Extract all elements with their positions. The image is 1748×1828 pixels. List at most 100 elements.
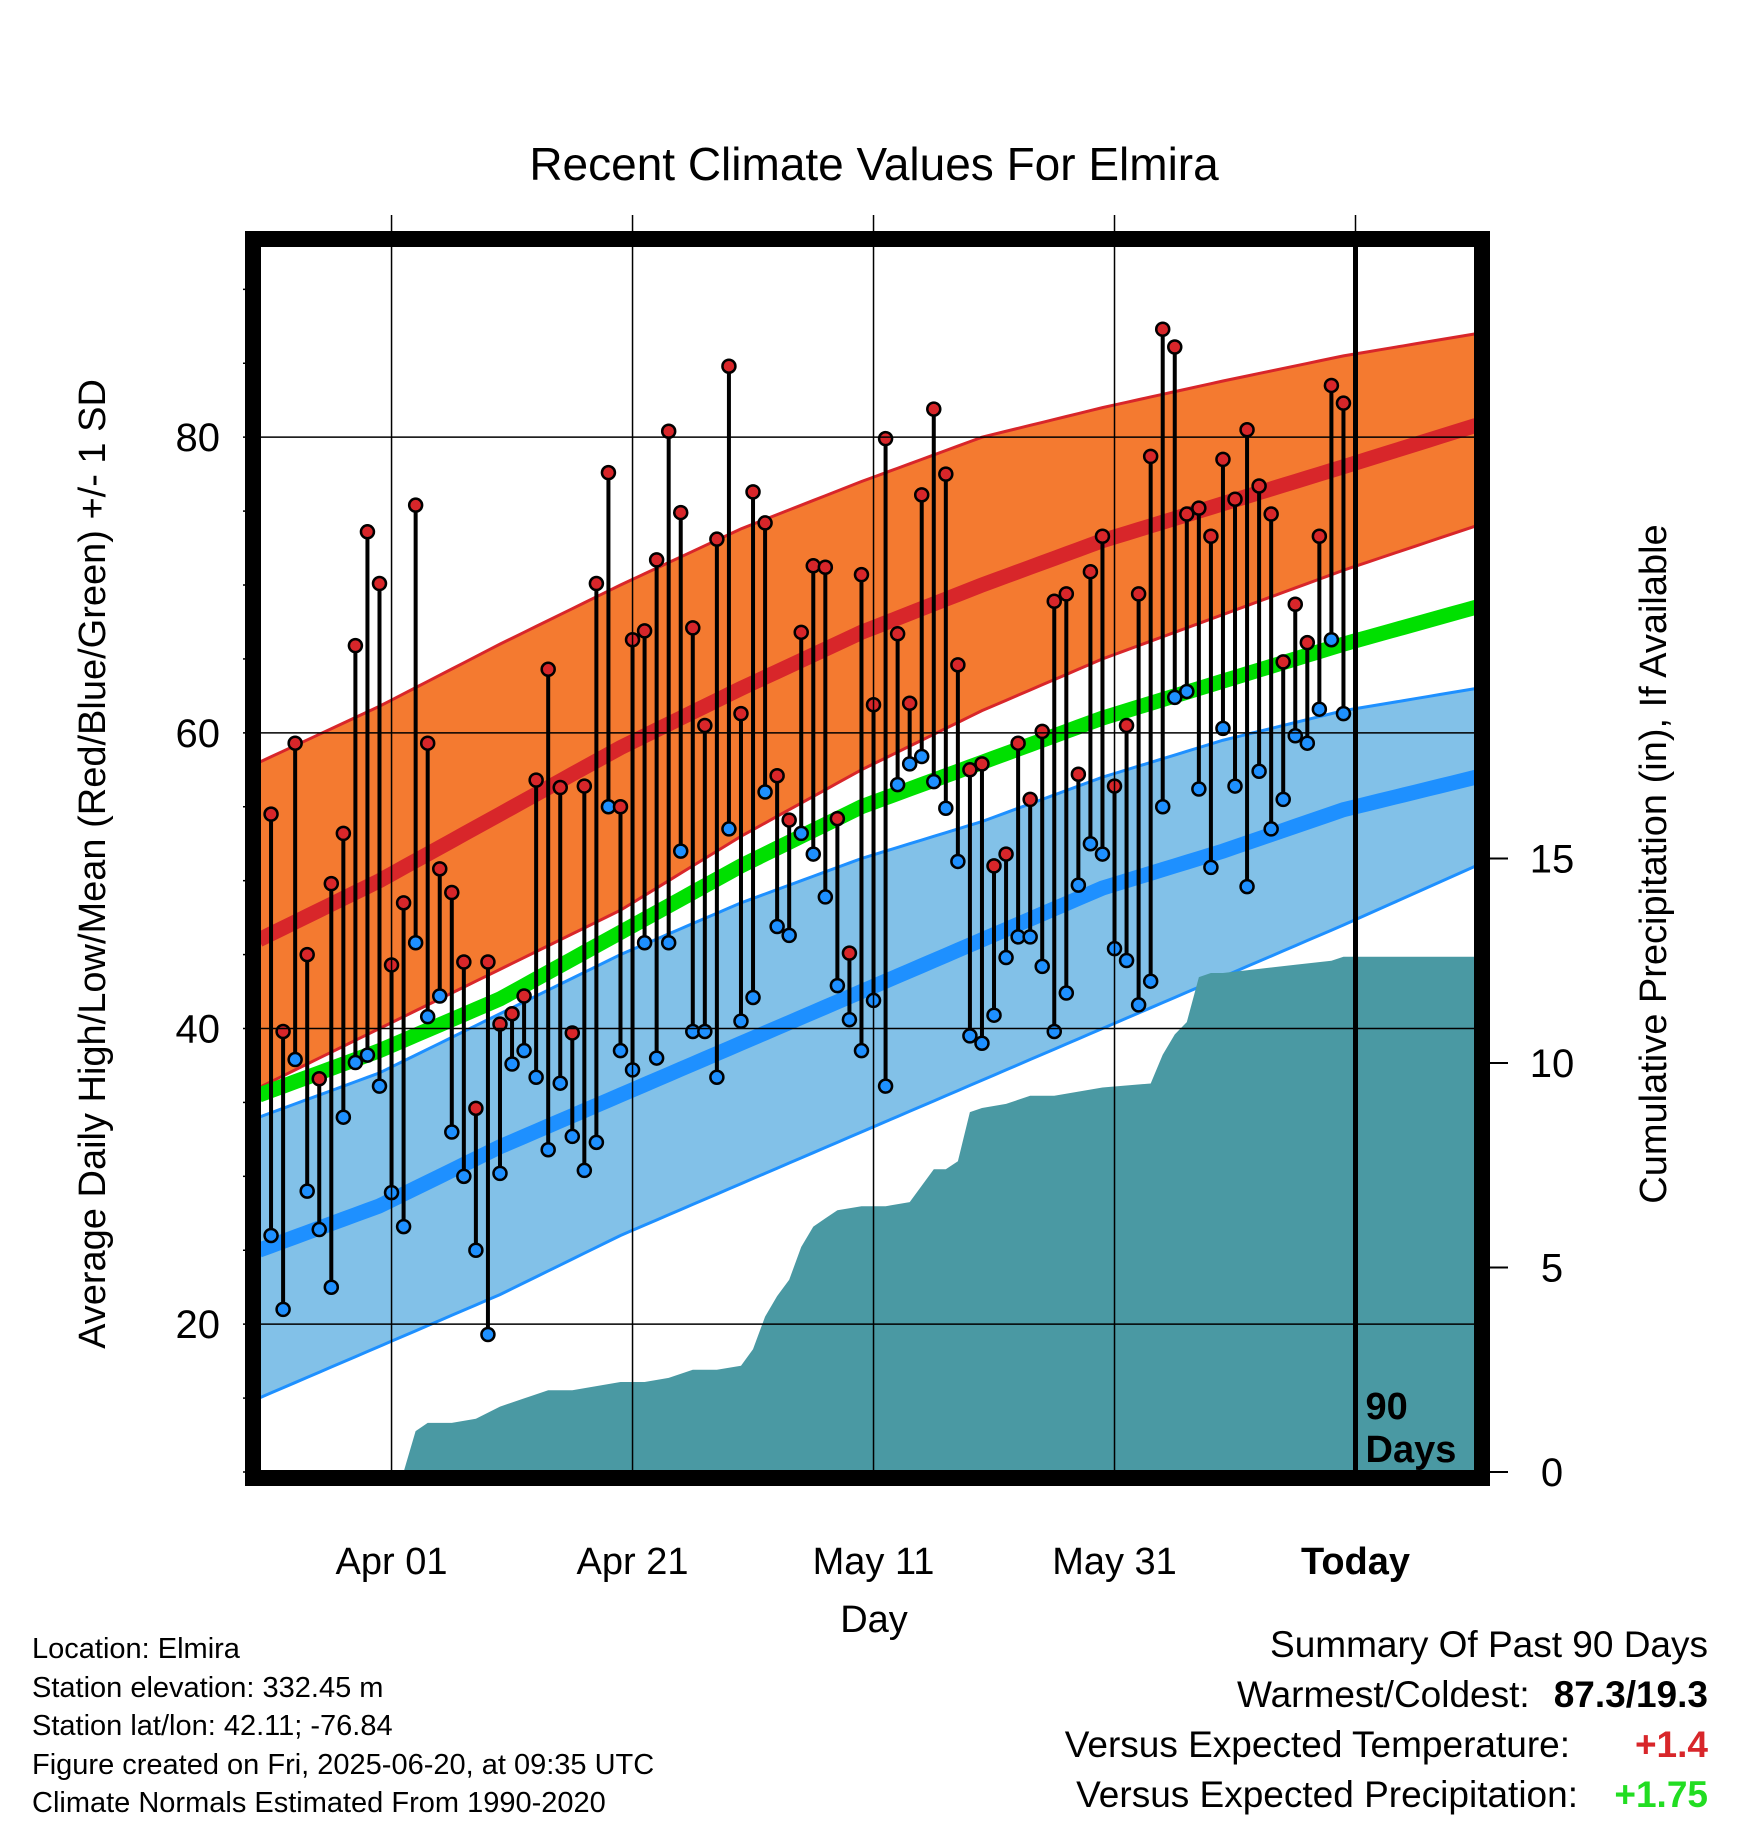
daily-high-point <box>311 1071 327 1087</box>
right-tick-label: 5 <box>1541 1247 1563 1291</box>
daily-high-point <box>950 657 966 673</box>
daily-low-point <box>962 1028 978 1044</box>
daily-low-point <box>311 1221 327 1238</box>
daily-low-point <box>347 1054 364 1071</box>
daily-low-point <box>1311 701 1328 717</box>
daily-low-point <box>431 988 448 1004</box>
daily-low-point <box>877 1078 894 1094</box>
temperature-departure-row: Versus Expected Temperature: +1.4 <box>1065 1720 1708 1770</box>
daily-high-point <box>588 575 605 592</box>
daily-low-point <box>444 1124 460 1140</box>
daily-low-point <box>648 1050 665 1066</box>
daily-high-point <box>745 484 761 500</box>
high-sd-band-lower-edge <box>259 524 1476 1089</box>
daily-low-point <box>492 1165 508 1182</box>
daily-low-point <box>938 800 954 816</box>
daily-low-point <box>697 1023 713 1040</box>
daily-high-point <box>913 487 930 503</box>
daily-high-point <box>962 762 978 778</box>
daily-low-point <box>721 821 737 837</box>
daily-low-point <box>1335 705 1352 722</box>
daily-low-point <box>299 1183 315 1199</box>
daily-low-point <box>419 1008 436 1025</box>
daily-low-point <box>793 825 809 842</box>
daily-low-point <box>781 927 797 944</box>
temperature-departure-label: Versus Expected Temperature: <box>1064 1724 1570 1765</box>
chart-title: Recent Climate Values For Elmira <box>529 138 1219 190</box>
right-tick-label: 10 <box>1530 1042 1575 1086</box>
warmest-coldest-label: Warmest/Coldest: <box>1237 1674 1530 1715</box>
daily-high-point <box>468 1100 484 1117</box>
normals-text: Climate Normals Estimated From 1990-2020 <box>32 1787 606 1819</box>
daily-high-point <box>444 884 460 901</box>
daily-high-point <box>407 497 424 513</box>
daily-high-point <box>877 430 894 447</box>
daily-low-point <box>660 935 677 951</box>
daily-high-point <box>781 812 797 828</box>
left-axis-label: Average Daily High/Low/Mean (Red/Blue/Gr… <box>72 379 114 1349</box>
daily-high-point <box>769 767 785 784</box>
y-tick-label: 20 <box>176 1303 221 1347</box>
daily-high-point <box>299 946 315 963</box>
daily-low-point <box>564 1128 581 1145</box>
plot-area <box>259 321 1476 1472</box>
daily-high-point <box>1094 528 1111 544</box>
daily-high-point <box>938 466 954 482</box>
daily-low-point <box>371 1078 388 1094</box>
daily-low-point <box>480 1326 496 1343</box>
daily-low-point <box>1154 799 1171 815</box>
x-tick-label: Today <box>1301 1541 1410 1583</box>
daily-low-point <box>528 1069 544 1086</box>
elevation-text: Station elevation: 332.45 m <box>32 1671 384 1704</box>
daily-low-point <box>853 1042 870 1059</box>
daily-high-point <box>709 531 725 547</box>
daily-low-point <box>1046 1023 1063 1040</box>
daily-low-point <box>709 1069 725 1086</box>
daily-high-point <box>636 623 653 639</box>
daily-low-point <box>504 1056 520 1072</box>
daily-high-point <box>853 566 870 583</box>
daily-high-point <box>612 799 629 815</box>
daily-high-point <box>998 846 1014 862</box>
daily-low-point <box>1070 877 1087 893</box>
daily-low-point <box>468 1242 484 1259</box>
daily-low-point <box>636 935 653 951</box>
daily-high-point <box>1263 506 1279 522</box>
summary-panel: Summary Of Past 90 Days Warmest/Coldest:… <box>1065 1620 1708 1820</box>
daily-high-point <box>323 875 340 892</box>
daily-high-point <box>926 401 942 417</box>
summary-title: Summary Of Past 90 Days <box>1270 1624 1708 1665</box>
low-sd-band-lower-edge <box>259 864 1476 1400</box>
daily-low-point <box>841 1011 858 1028</box>
daily-low-point <box>1227 778 1243 794</box>
daily-low-point <box>1034 958 1050 975</box>
daily-low-point <box>901 756 918 772</box>
daily-high-point <box>1227 491 1243 508</box>
daily-high-point <box>1239 422 1255 438</box>
daily-high-point <box>600 464 617 481</box>
daily-low-point <box>672 843 689 859</box>
daily-low-point <box>359 1047 376 1063</box>
daily-low-point <box>540 1141 556 1158</box>
x-axis-label: Day <box>840 1599 908 1641</box>
precipitation-departure-value: +1.75 <box>1614 1774 1708 1815</box>
warmest-coldest-value: 87.3/19.3 <box>1553 1674 1708 1715</box>
daily-low-point <box>407 935 424 951</box>
daily-high-point <box>552 779 568 796</box>
daily-high-point <box>672 504 689 521</box>
daily-high-point <box>1130 586 1147 602</box>
daily-high-point <box>528 772 544 788</box>
right-axis-label: Cumulative Precipitation (in), If Availa… <box>1633 524 1675 1203</box>
daily-high-point <box>504 1005 520 1022</box>
daily-high-point <box>540 661 556 678</box>
cumulative-precip-area <box>259 956 1476 1472</box>
daily-high-point <box>335 825 352 842</box>
low-sd-band-upper-edge <box>259 687 1476 1119</box>
daily-high-point <box>1251 478 1267 494</box>
daily-high-point <box>1070 766 1087 782</box>
daily-high-point <box>841 945 858 961</box>
daily-low-point <box>275 1301 291 1318</box>
daily-low-point <box>733 1013 749 1029</box>
daily-low-point <box>1142 973 1159 989</box>
